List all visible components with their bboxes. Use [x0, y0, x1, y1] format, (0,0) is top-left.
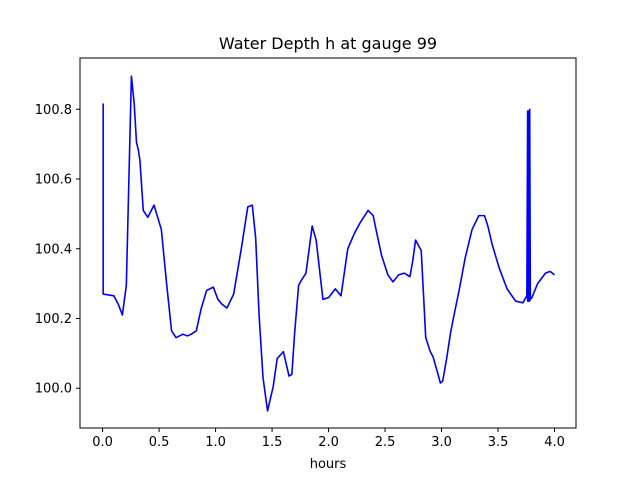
x-tick-label: 1.0 — [205, 435, 226, 450]
y-tick-label: 100.0 — [35, 382, 72, 397]
x-tick-label: 3.0 — [431, 435, 452, 450]
x-tick-label: 2.0 — [318, 435, 339, 450]
y-tick-label: 100.2 — [35, 312, 72, 327]
series-line-0 — [102, 75, 556, 412]
chart-title: Water Depth h at gauge 99 — [219, 34, 437, 53]
plot-area — [102, 75, 556, 412]
y-tick-label: 100.4 — [35, 242, 72, 257]
x-axis-label: hours — [310, 457, 347, 472]
x-tick-label: 1.5 — [262, 435, 283, 450]
axis-ticks: 0.0 0.5 1.0 1.5 2.0 2.5 3.0 3.5 4.0 100.0 100.2 100… — [35, 103, 565, 450]
y-tick-label: 100.8 — [35, 103, 72, 118]
x-tick-label: 0.0 — [92, 435, 113, 450]
x-tick-label: 4.0 — [544, 435, 565, 450]
x-tick-label: 3.5 — [488, 435, 509, 450]
y-tick-label: 100.6 — [35, 173, 72, 188]
axes-frame — [79, 57, 577, 429]
x-tick-label: 2.5 — [375, 435, 396, 450]
x-tick-label: 0.5 — [149, 435, 170, 450]
